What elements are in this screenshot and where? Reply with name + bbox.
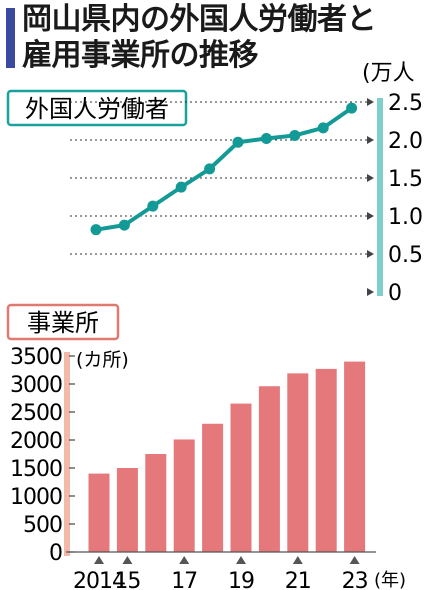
workers-tick-label: 1.0: [388, 205, 423, 230]
offices-tick-label: 500: [23, 513, 62, 538]
title-line-2: 雇用事業所の推移: [22, 38, 259, 73]
offices-bar: [202, 423, 224, 552]
workers-tick-mark: [367, 174, 374, 182]
workers-y-axis: [377, 98, 383, 296]
offices-y-axis: [64, 352, 70, 556]
workers-series-line: [95, 106, 353, 232]
workers-data-point: [346, 102, 358, 114]
workers-tick-label: 0: [388, 281, 402, 306]
offices-label-box: [6, 303, 120, 341]
offices-tick-label: 3500: [10, 345, 62, 370]
x-tick-marker: [292, 556, 303, 564]
offices-tick-label: 2000: [10, 429, 62, 454]
workers-data-point: [204, 163, 216, 175]
offices-bar: [344, 361, 366, 552]
x-tick-label: 19: [228, 569, 254, 590]
offices-unit: (カ所): [76, 349, 129, 371]
x-axis-unit: (年): [374, 570, 406, 590]
workers-data-point: [175, 181, 187, 193]
x-tick-label: 2014: [73, 569, 125, 590]
title-line-1: 岡山県内の外国人労働者と: [22, 2, 377, 37]
offices-bar: [173, 439, 195, 552]
workers-tick-label: 2.0: [388, 129, 423, 154]
offices-tick-label: 0: [49, 541, 62, 566]
workers-data-point: [260, 132, 272, 144]
x-tick-label: 23: [342, 569, 368, 590]
offices-tick-label: 1000: [10, 485, 62, 510]
x-tick-label: 21: [285, 569, 311, 590]
x-tick-marker: [94, 556, 104, 564]
figure-title: 岡山県内の外国人労働者と 雇用事業所の推移: [22, 2, 377, 74]
x-tick-marker: [349, 556, 360, 564]
offices-bar: [287, 373, 309, 552]
offices-bar: [116, 468, 138, 552]
workers-data-point: [317, 122, 329, 134]
offices-tick-label: 3000: [10, 373, 62, 398]
workers-tick-mark: [367, 98, 374, 106]
offices-bar: [315, 368, 337, 552]
workers-data-point: [90, 224, 102, 236]
workers-tick-label: 2.5: [388, 91, 423, 116]
x-tick-marker: [122, 556, 133, 564]
workers-tick-mark: [367, 136, 374, 144]
workers-data-point: [289, 129, 301, 141]
x-tick-label: 15: [114, 569, 140, 590]
workers-unit: (万人: [362, 61, 415, 86]
x-tick-marker: [236, 556, 246, 564]
workers-data-point: [147, 200, 159, 212]
x-tick-marker: [179, 556, 190, 564]
offices-tick-label: 1500: [10, 457, 62, 482]
workers-label: 外国人労働者: [25, 95, 169, 123]
workers-tick-mark: [367, 212, 374, 220]
workers-tick-label: 1.5: [388, 167, 423, 192]
title-accent-bar: [6, 8, 15, 68]
workers-data-point: [232, 136, 244, 148]
workers-data-point: [118, 219, 130, 231]
offices-bar: [230, 403, 252, 552]
offices-bar: [88, 473, 110, 552]
x-tick-label: 17: [171, 569, 197, 590]
offices-bar: [258, 386, 280, 552]
offices-tick-label: 2500: [10, 401, 62, 426]
offices-label: 事業所: [27, 309, 99, 337]
workers-tick-mark: [367, 288, 374, 296]
workers-label-box: [6, 89, 188, 127]
offices-bar: [145, 454, 167, 552]
workers-tick-mark: [367, 250, 374, 258]
workers-tick-label: 0.5: [388, 243, 423, 268]
